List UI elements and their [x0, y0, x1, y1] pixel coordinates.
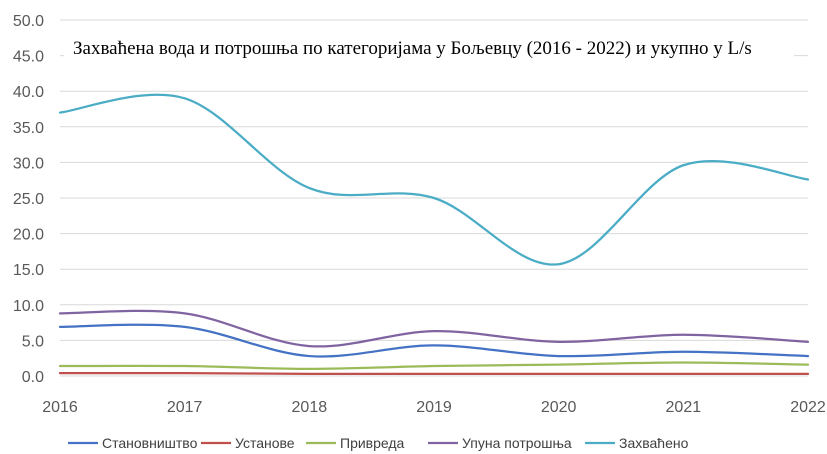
series-line-5 — [58, 93, 810, 266]
x-tick-label: 2020 — [541, 399, 577, 416]
x-tick-label: 2018 — [292, 399, 328, 416]
legend-label: Установе — [235, 435, 295, 451]
series-line-3 — [58, 361, 810, 371]
y-tick-label: 20.0 — [13, 227, 44, 244]
y-tick-label: 0.0 — [22, 369, 44, 386]
y-tick-label: 40.0 — [13, 84, 44, 101]
y-tick-label: 25.0 — [13, 191, 44, 208]
series-lines — [58, 93, 810, 376]
x-tick-label: 2019 — [416, 399, 452, 416]
legend-label: Привреда — [340, 435, 405, 451]
legend: Становништво Установе Привреда Упуна потрош… — [68, 435, 689, 451]
x-tick-label: 2016 — [42, 399, 78, 416]
y-axis-tick-labels: 0.0 5.0 10.0 15.0 20.0 25.0 30.0 35.0 40.0 45.0 50… — [13, 13, 44, 386]
series-line-4 — [58, 309, 810, 348]
series-line-1 — [58, 323, 810, 358]
x-axis-tick-labels: 2016 2017 2018 2019 2020 2021 2022 — [42, 399, 826, 416]
legend-label: Захваћено — [619, 435, 689, 451]
legend-label: Становништво — [102, 435, 198, 451]
y-tick-label: 30.0 — [13, 155, 44, 172]
title-backdrop — [64, 30, 794, 66]
legend-label: Упуна потрошња — [462, 435, 572, 451]
chart-title: Захваћена вода и потрошња по категоријам… — [73, 38, 752, 59]
x-tick-label: 2022 — [790, 399, 826, 416]
y-tick-label: 45.0 — [13, 49, 44, 66]
x-tick-label: 2017 — [167, 399, 203, 416]
x-tick-label: 2021 — [666, 399, 702, 416]
series-line-2 — [58, 371, 810, 376]
y-tick-label: 5.0 — [22, 333, 44, 350]
y-tick-label: 15.0 — [13, 262, 44, 279]
y-tick-label: 50.0 — [13, 13, 44, 30]
y-tick-label: 35.0 — [13, 120, 44, 137]
y-tick-label: 10.0 — [13, 298, 44, 315]
